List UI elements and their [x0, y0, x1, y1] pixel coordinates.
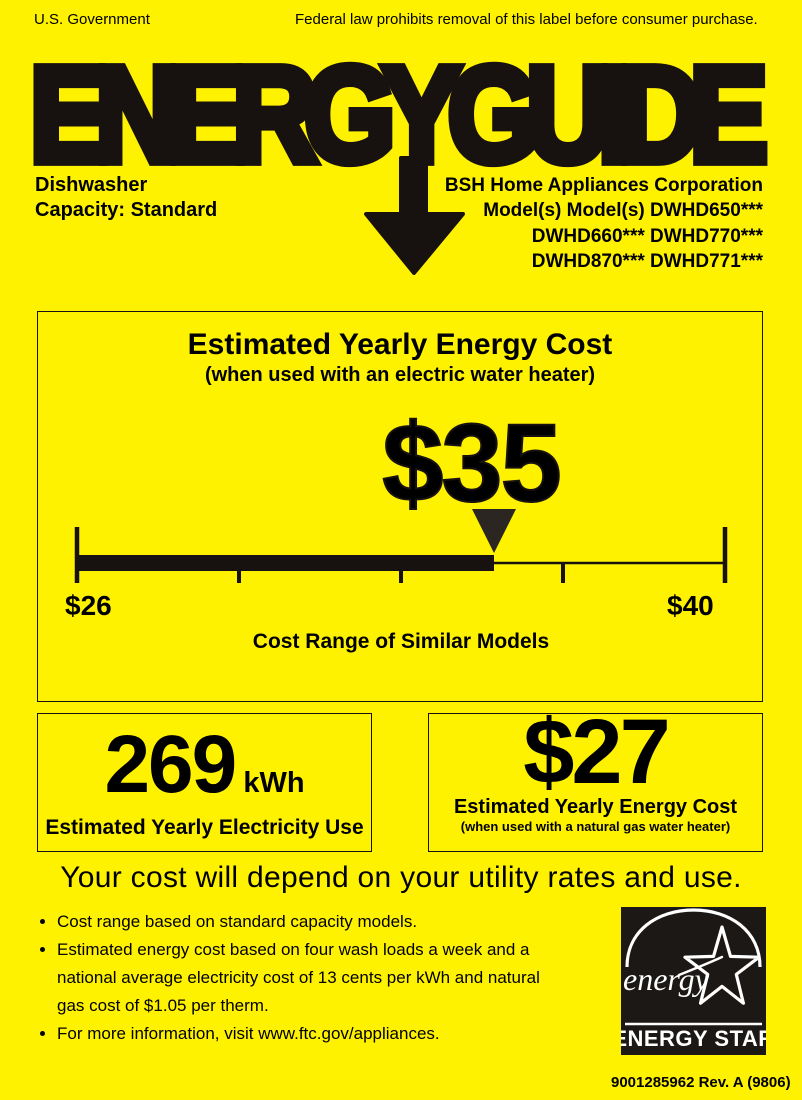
- svg-text:ENERGY STAR: ENERGY STAR: [621, 1026, 766, 1051]
- svg-text:energy: energy: [623, 961, 710, 997]
